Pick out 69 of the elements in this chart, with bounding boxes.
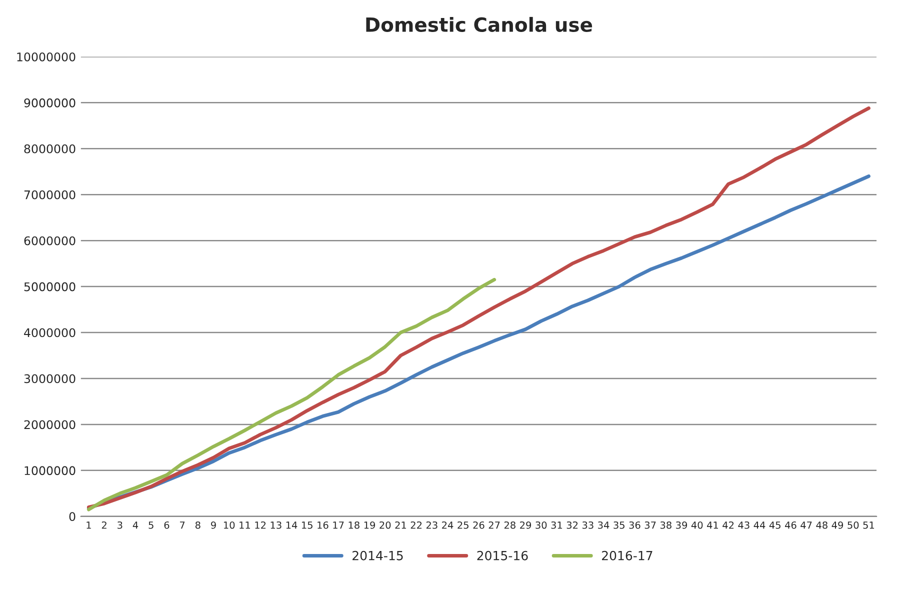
line-series (86, 174, 870, 510)
x-tick-label: 15 (302, 522, 312, 529)
line-series (86, 278, 496, 512)
legend-label: 2016-17 (602, 550, 652, 560)
x-tick-label: 51 (863, 522, 874, 529)
x-tick-label: 16 (318, 521, 328, 529)
x-tick-label: 19 (364, 521, 376, 529)
x-tick-label: 32 (566, 521, 578, 529)
x-tick-label: 36 (629, 521, 640, 529)
x-tick-label: 18 (348, 521, 360, 529)
x-tick-label: 33 (582, 521, 594, 529)
x-tick-label: 2 (102, 521, 106, 529)
x-tick-label: 4 (132, 522, 138, 529)
x-tick-label: 39 (676, 521, 688, 529)
y-tick-label: 2000000 (24, 420, 76, 430)
x-tick-label: 9 (211, 521, 216, 529)
y-tick-label: 8000000 (24, 144, 76, 154)
x-tick-label: 45 (769, 522, 780, 529)
x-tick-label: 1 (86, 522, 91, 529)
x-tick-label: 31 (551, 521, 562, 529)
x-tick-label: 24 (442, 521, 454, 529)
x-tick-label: 12 (255, 521, 266, 529)
x-tick-label: 3 (118, 521, 122, 529)
x-tick-label: 42 (722, 521, 734, 529)
x-tick-label: 40 (691, 521, 703, 529)
x-tick-label: 35 (614, 521, 624, 529)
x-tick-label: 20 (380, 521, 391, 529)
x-tick-label: 25 (458, 521, 468, 529)
y-tick-label: 9000000 (24, 98, 76, 108)
line-series (86, 106, 870, 509)
x-tick-label: 28 (504, 521, 516, 529)
y-tick-label: 6000000 (24, 236, 76, 246)
x-tick-label: 43 (738, 521, 750, 529)
y-tick-label: 4000000 (24, 328, 76, 338)
x-tick-label: 27 (488, 521, 500, 529)
x-tick-label: 13 (270, 521, 282, 529)
x-tick-label: 30 (536, 521, 547, 529)
x-tick-label: 14 (286, 522, 298, 529)
x-tick-label: 11 (240, 522, 250, 529)
y-tick-label: 0 (69, 512, 76, 522)
x-tick-label: 21 (395, 521, 406, 529)
x-tick-label: 48 (816, 521, 828, 529)
x-tick-label: 6 (164, 521, 170, 529)
x-tick-label: 7 (180, 522, 185, 529)
x-tick-label: 41 (707, 522, 718, 529)
legend-label: 2015-16 (477, 550, 528, 560)
y-tick-label: 7000000 (24, 190, 76, 200)
x-tick-label: 8 (195, 521, 200, 529)
x-tick-label: 22 (410, 521, 422, 529)
x-tick-label: 10 (224, 521, 235, 529)
legend-label: 2014-15 (352, 550, 403, 560)
x-tick-label: 34 (598, 521, 610, 529)
y-tick-label: 3000000 (24, 374, 76, 384)
x-tick-label: 47 (800, 522, 812, 529)
y-tick-label: 5000000 (24, 282, 76, 292)
y-tick-label: 1000000 (24, 466, 76, 476)
x-tick-label: 37 (644, 521, 656, 529)
y-tick-label: 10000000 (17, 52, 76, 62)
x-tick-label: 49 (832, 521, 844, 529)
x-tick-label: 46 (785, 521, 796, 529)
x-tick-label: 5 (148, 522, 154, 529)
x-tick-label: 23 (426, 521, 438, 529)
x-tick-label: 29 (520, 521, 532, 529)
x-tick-label: 44 (754, 522, 766, 529)
x-tick-label: 26 (473, 521, 484, 529)
x-tick-label: 50 (848, 521, 859, 529)
x-tick-label: 38 (660, 521, 672, 529)
x-tick-label: 17 (333, 522, 344, 529)
chart-title: Domestic Canola use (366, 16, 592, 32)
